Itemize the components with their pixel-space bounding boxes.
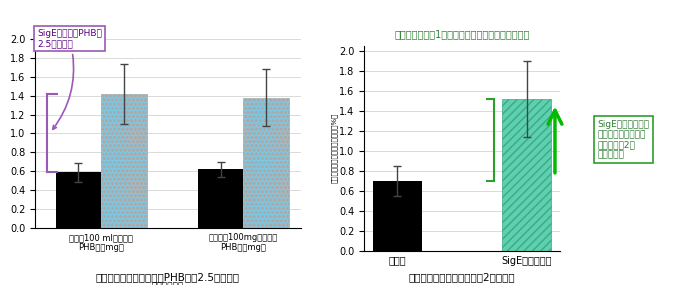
Text: SigEたんぱく質を
増やすことにより、
水素濃度が2倍
以上に増加: SigEたんぱく質を 増やすことにより、 水素濃度が2倍 以上に増加 — [598, 120, 650, 160]
Bar — [373, 181, 422, 251]
Bar — [198, 169, 244, 228]
Y-axis label: 気相中に蓄積した水素の濃度（%）: 気相中に蓄積した水素の濃度（%） — [331, 113, 337, 183]
Text: 嫌気・暗条件で、水素量が2倍に増加: 嫌気・暗条件で、水素量が2倍に増加 — [409, 272, 515, 282]
Bar — [101, 94, 147, 228]
Text: 好気・窒素欠乏条件で、PHB量が2.5倍に増加: 好気・窒素欠乏条件で、PHB量が2.5倍に増加 — [96, 272, 240, 282]
Text: 黒：対照細胞: 黒：対照細胞 — [152, 282, 184, 285]
Bar — [244, 97, 289, 228]
Title: 嫌気発酵条件で1日間培養した後の水素濃度の比較: 嫌気発酵条件で1日間培養した後の水素濃度の比較 — [394, 29, 530, 39]
Bar — [502, 99, 551, 251]
Text: SigEにより、PHBが
2.5倍増加！: SigEにより、PHBが 2.5倍増加！ — [37, 29, 102, 129]
Bar — [55, 172, 101, 228]
